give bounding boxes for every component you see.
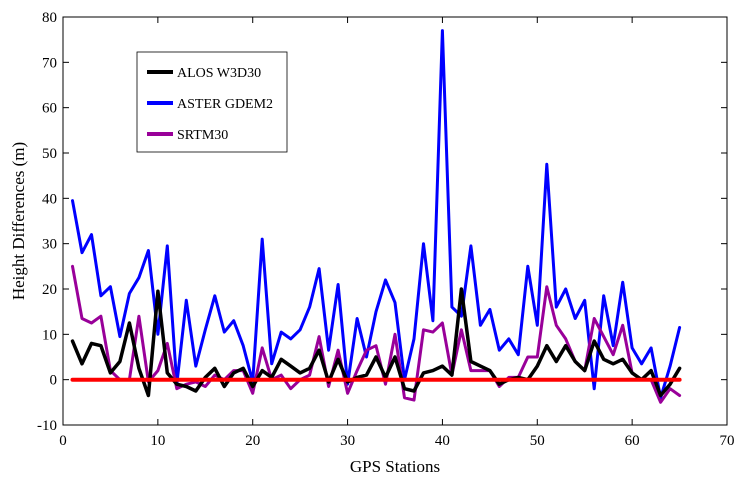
y-tick-label: 20 [42, 282, 57, 298]
plot-frame [62, 16, 728, 426]
y-tick-label: 70 [42, 55, 57, 71]
x-tick-label: 20 [245, 433, 260, 449]
x-tick-label: 70 [720, 433, 735, 449]
legend-label-srtm: SRTM30 [177, 128, 228, 143]
y-tick-label: -10 [37, 418, 57, 434]
y-tick-label: 80 [42, 10, 57, 26]
legend-label-alos: ALOS W3D30 [177, 66, 261, 81]
x-tick-label: 10 [150, 433, 165, 449]
y-axis-title: Height Differences (m) [9, 142, 28, 300]
x-tick-label: 60 [625, 433, 640, 449]
x-tick-label: 50 [530, 433, 545, 449]
series-line-aster-gdem2 [71, 29, 682, 400]
x-axis-title: GPS Stations [350, 457, 440, 476]
y-tick-label: 50 [42, 146, 57, 162]
y-tick-label: 10 [42, 327, 57, 343]
series-layer [70, 29, 682, 404]
y-axis: -10 0 10 20 30 40 50 60 70 80 [37, 10, 727, 434]
x-axis: 0 10 20 30 40 50 60 70 [59, 17, 735, 449]
legend: ALOS W3D30 ASTER GDEM2 SRTM30 [136, 51, 288, 153]
x-tick-label: 0 [59, 433, 67, 449]
y-tick-label: 30 [42, 237, 57, 253]
y-tick-label: 0 [50, 373, 58, 389]
y-tick-label: 60 [42, 101, 57, 117]
x-tick-label: 30 [340, 433, 355, 449]
x-tick-label: 40 [435, 433, 450, 449]
y-tick-label: 40 [42, 191, 57, 207]
legend-label-aster: ASTER GDEM2 [177, 97, 273, 112]
